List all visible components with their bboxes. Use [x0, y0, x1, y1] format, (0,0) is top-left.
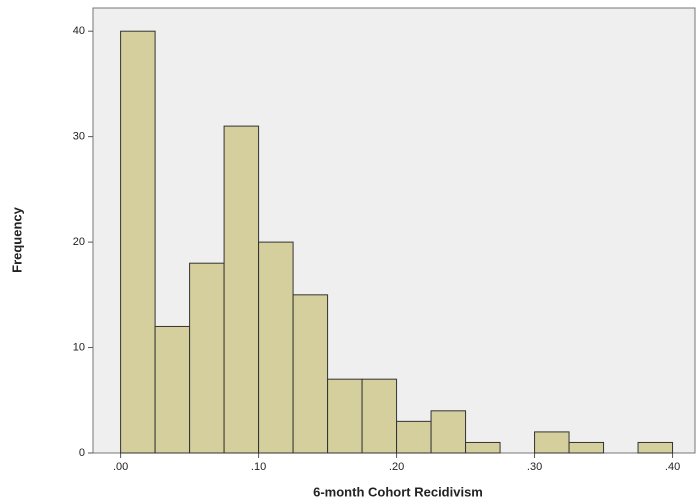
x-axis-title: 6-month Cohort Recidivism [313, 484, 483, 499]
y-tick-label: 40 [73, 25, 85, 37]
x-tick-label: .10 [251, 461, 266, 473]
bar [396, 420, 432, 454]
x-tick-label: .20 [389, 461, 404, 473]
bar [361, 378, 398, 454]
bar [120, 30, 156, 454]
y-tick-label: 20 [73, 236, 85, 248]
y-tick-label: 0 [79, 447, 85, 459]
x-tick-label: .40 [665, 461, 680, 473]
y-tick-label: 30 [73, 131, 85, 143]
x-tick-label: .30 [527, 461, 542, 473]
bar [258, 241, 294, 454]
bar [223, 125, 260, 454]
bar [189, 262, 225, 454]
y-axis-title: Frequency [9, 206, 24, 273]
bar [430, 410, 467, 454]
bar [534, 431, 570, 454]
y-tick-label: 10 [73, 341, 85, 353]
bar [465, 441, 501, 454]
bar [154, 325, 191, 454]
x-tick-label: .00 [113, 461, 128, 473]
bar [568, 441, 605, 454]
bar [327, 378, 363, 454]
bar [637, 441, 674, 454]
bar [292, 294, 329, 454]
